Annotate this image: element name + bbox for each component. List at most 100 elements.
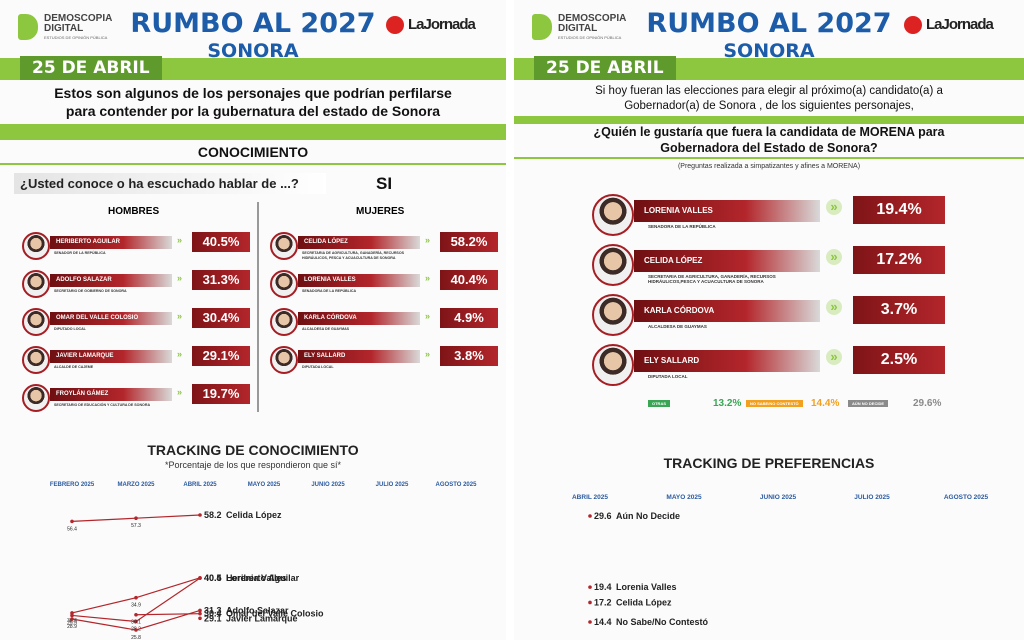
series-name: Adolfo Salazar (226, 605, 289, 615)
other-value: 14.4% (811, 398, 840, 409)
tracking-point (588, 585, 592, 589)
candidate-role: ALCALDESA DE GUAYMAS (302, 327, 350, 331)
point-label: 29.1 (204, 613, 222, 623)
tracking-point (588, 600, 592, 605)
point-label: 56.4 (67, 526, 77, 532)
intro: Estos son algunos de los personajes que … (54, 85, 452, 119)
series-name: Lorenia Valles (616, 582, 677, 592)
series-name: Omar del Valle Colosio (226, 609, 324, 619)
logo-text: DEMOSCOPIA DIGITAL (558, 13, 626, 34)
partner: LaJornada (926, 16, 994, 33)
candidate-value: 4.9% (440, 308, 498, 328)
avatar (270, 232, 298, 260)
partner: LaJornada (408, 16, 476, 33)
avatar (592, 344, 634, 386)
logo-sub: ESTUDIOS DE OPINIÓN PÚBLICA (558, 35, 622, 40)
candidate-name: KARLA CÓRDOVA (298, 312, 420, 325)
series-name: Celida López (226, 510, 282, 520)
point-label: 29.6 (594, 511, 612, 521)
divider (257, 202, 259, 412)
left-panel: DEMOSCOPIA DIGITAL ESTUDIOS DE OPINIÓN PÚ… (0, 0, 506, 640)
tracking-point (70, 617, 74, 621)
candidate-value: 31.3% (192, 270, 250, 290)
section-rule (0, 163, 506, 165)
chevron: » (177, 311, 183, 321)
chevron: » (425, 311, 431, 321)
chevron: » (826, 349, 842, 365)
other-label: NO SABE/NO CONTESTÓ (746, 400, 803, 407)
point-label: 30.1 (131, 620, 141, 626)
series-name: Javier Lamarque (226, 613, 298, 623)
chevron: » (177, 273, 183, 283)
candidate-name: OMAR DEL VALLE COLOSIO (50, 312, 172, 325)
point-label: 34.9 (131, 603, 141, 609)
point-label: 57.3 (131, 523, 141, 529)
tracking-point (588, 514, 592, 518)
candidate-role: SECRETARIO DE GOBIERNO DE SONORA (54, 289, 127, 293)
avatar (592, 294, 634, 336)
title: RUMBO AL 2027 (130, 8, 376, 39)
candidate-role: DIPUTADA LOCAL (302, 365, 334, 369)
partner-icon (904, 16, 922, 34)
candidate-role: SECRETARIA DE AGRICULTURA, GANADERÍA, RE… (648, 274, 776, 284)
tracking-line (135, 613, 201, 616)
green-band (0, 124, 506, 140)
month-label: MAYO 2025 (247, 482, 281, 488)
tracking-title: TRACKING DE CONOCIMIENTO (147, 442, 359, 458)
tracking-point (198, 608, 202, 613)
month-label: ABRIL 2025 (183, 482, 217, 488)
tracking-point (198, 513, 202, 517)
tracking-point (134, 516, 138, 520)
candidate-name: CELIDA LÓPEZ (298, 236, 420, 249)
month-label: ABRIL 2025 (571, 494, 608, 501)
question: ¿Quién le gustaría que fuera la candidat… (593, 125, 945, 155)
month-label: MAYO 2025 (666, 494, 702, 501)
point-label: 40.5 (204, 573, 222, 583)
candidate-role: SENADOR DE LA REPÚBLICA (54, 251, 106, 255)
series-name: Aún No Decide (616, 511, 680, 521)
tracking-point (198, 576, 202, 580)
point-label: 28.9 (67, 624, 77, 630)
avatar (270, 308, 298, 336)
candidate-value: 2.5% (853, 346, 945, 374)
candidate-value: 58.2% (440, 232, 498, 252)
point-label: 31.3 (204, 605, 222, 615)
chevron: » (826, 299, 842, 315)
tracking-point (588, 620, 592, 624)
question: ¿Usted conoce o ha escuchado hablar de .… (14, 173, 326, 194)
candidate-name: CELIDA LÓPEZ (634, 250, 820, 272)
right-panel: DEMOSCOPIA DIGITAL ESTUDIOS DE OPINIÓN PÚ… (514, 0, 1024, 640)
logo-mark (532, 14, 552, 40)
avatar (270, 346, 298, 374)
month-label: FEBRERO 2025 (49, 482, 95, 488)
tracking-plot-left: 56.4 57.3 58.2 Celida López 30.6 34.9 40.5 Heri… (67, 510, 324, 640)
candidate-name: KARLA CÓRDOVA (634, 300, 820, 322)
month-label: AGOSTO 2025 (943, 494, 989, 501)
avatar (22, 270, 50, 298)
answer: SI (376, 174, 393, 193)
chevron: » (177, 235, 183, 245)
avatar (592, 194, 634, 236)
candidate-role: SENADORA DE LA REPÚBLICA (302, 289, 357, 293)
tracking-point (134, 619, 138, 624)
chevron: » (425, 273, 431, 283)
logo-mark (18, 14, 38, 40)
subtitle: SONORA (207, 40, 299, 62)
tracking-point (198, 611, 202, 616)
candidate-name: ADOLFO SALAZAR (50, 274, 172, 287)
candidate-role: ALCALDE DE CAJEME (54, 365, 94, 369)
tracking-subtitle: *Porcentaje de los que respondieron que … (164, 460, 342, 470)
candidate-name: ELY SALLARD (634, 350, 820, 372)
tracking-point (134, 628, 138, 632)
candidate-value: 19.4% (853, 196, 945, 224)
candidate-role: SECRETARIO DE EDUCACIÓN Y CULTURA DE SON… (54, 403, 151, 407)
candidate-role: DIPUTADO LOCAL (54, 327, 86, 331)
logo-text: DEMOSCOPIA DIGITAL (44, 13, 112, 34)
candidate-name: LORENIA VALLES (634, 200, 820, 222)
series-name: No Sabe/No Contestó (616, 617, 709, 627)
avatar (592, 244, 634, 286)
point-label: 14.4 (594, 617, 612, 627)
series-name: Celida López (616, 597, 672, 607)
month-label: JULIO 2025 (854, 494, 890, 501)
